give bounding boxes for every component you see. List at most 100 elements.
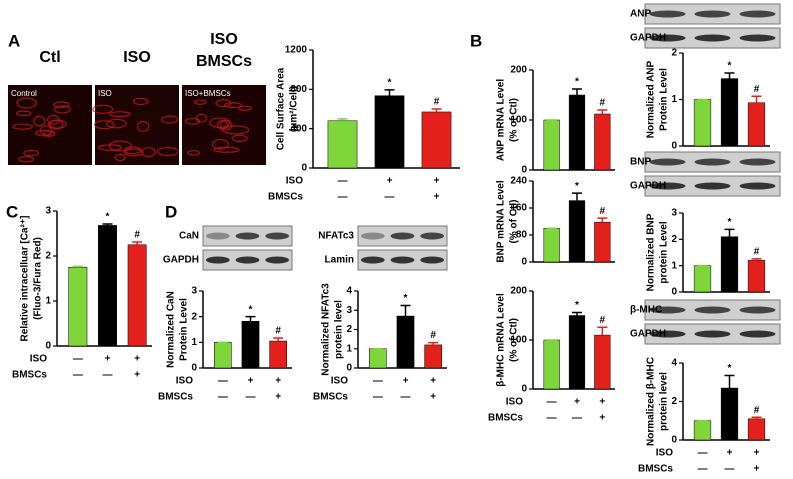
y-tick-label: 2: [45, 251, 51, 262]
annotation: #: [434, 97, 440, 108]
treatment-sign: +: [275, 376, 281, 387]
cell: [18, 155, 35, 163]
cell: [187, 150, 200, 156]
micrograph-header: ISO: [210, 31, 238, 48]
y-axis-label: Normalized NFATc3: [321, 283, 332, 376]
treatment-sign: —: [373, 376, 383, 387]
treatment-sign: +: [434, 192, 440, 203]
y-axis-label: protein Level: [659, 221, 670, 283]
bar: [747, 260, 766, 293]
bar: [747, 418, 766, 441]
y-tick-label: 2: [671, 396, 677, 407]
bar: [424, 344, 442, 369]
annotation: #: [275, 326, 281, 337]
treatment-sign: +: [574, 397, 580, 408]
y-tick-label: 0: [671, 287, 677, 298]
cell: [12, 123, 34, 130]
cell: [209, 117, 231, 128]
treatment-label: ISO: [30, 354, 47, 365]
micrograph-header: ISO: [123, 49, 151, 66]
treatment-label: BMSCs: [268, 192, 303, 203]
treatment-label: BMSCs: [158, 392, 193, 403]
panel-letter: D: [165, 202, 177, 221]
cell: [124, 148, 144, 157]
error-bar: [572, 88, 582, 95]
bar: [594, 334, 611, 390]
annotation: #: [134, 230, 140, 241]
treatment-sign: +: [754, 448, 760, 459]
error-bar: [724, 72, 735, 79]
bar: [396, 315, 415, 369]
annotation: #: [430, 330, 436, 341]
treatment-sign: +: [275, 392, 281, 403]
band: [649, 10, 686, 18]
blot-label: Lamin: [325, 255, 354, 266]
cell: [211, 138, 230, 150]
treatment-sign: —: [218, 376, 228, 387]
blot-label: GAPDH: [630, 329, 666, 340]
treatment-sign: +: [599, 397, 605, 408]
annotation: *: [575, 181, 579, 192]
bar: [720, 387, 739, 441]
treatment-sign: —: [246, 392, 256, 403]
y-tick-label: 2: [346, 324, 352, 335]
band: [739, 306, 776, 314]
cell: [35, 129, 54, 137]
annotation: *: [388, 77, 392, 88]
y-tick-label: 0: [671, 141, 677, 152]
bar: [594, 113, 611, 171]
error-bar: [245, 315, 256, 322]
y-tick-label: 800: [290, 84, 307, 95]
band: [694, 182, 731, 190]
treatment-sign: —: [547, 397, 557, 408]
bar: [327, 120, 358, 169]
error-bar: [724, 374, 735, 389]
treatment-sign: —: [73, 370, 83, 381]
band: [649, 330, 686, 338]
annotation: *: [106, 212, 110, 223]
annotation: #: [600, 315, 606, 326]
y-axis-label: (μm²/Cell): [289, 86, 300, 132]
cell: [237, 105, 253, 111]
annotation: *: [575, 300, 579, 311]
bar: [98, 225, 117, 347]
cell: [109, 111, 131, 118]
y-tick-label: 0: [301, 163, 307, 174]
y-axis-label: Normalized ANP: [646, 60, 657, 138]
panel-letter: B: [470, 31, 482, 50]
band: [420, 256, 445, 264]
band: [390, 256, 415, 264]
annotation: #: [754, 246, 760, 257]
y-tick-label: 1: [346, 343, 352, 354]
cell: [98, 144, 122, 151]
micrograph-header: BMSCs: [196, 53, 252, 70]
blot-label: GAPDH: [163, 255, 199, 266]
cell: [15, 110, 32, 117]
treatment-sign: +: [134, 370, 140, 381]
cell: [16, 97, 37, 109]
y-axis-label: Normalized CaN: [166, 291, 177, 368]
treatment-sign: +: [727, 448, 733, 459]
cell: [92, 104, 114, 114]
annotation: *: [728, 217, 732, 228]
y-axis-label: (% of Ctl): [509, 98, 520, 142]
bar: [747, 102, 766, 147]
band: [205, 256, 230, 264]
band: [694, 34, 731, 42]
cell: [195, 113, 208, 123]
band: [649, 158, 686, 166]
treatment-sign: +: [105, 354, 111, 365]
blot-label: CaN: [179, 231, 199, 242]
annotation: #: [600, 206, 606, 217]
bar: [543, 228, 560, 263]
error-bar: [597, 109, 608, 114]
y-tick-label: 2: [671, 48, 677, 59]
band: [694, 158, 731, 166]
band: [649, 306, 686, 314]
error-bar: [132, 241, 143, 245]
blot-label: BNP: [630, 157, 651, 168]
error-bar: [428, 341, 439, 345]
y-tick-label: 160: [510, 203, 527, 214]
y-tick-label: 3: [671, 208, 677, 219]
cell: [48, 119, 67, 129]
